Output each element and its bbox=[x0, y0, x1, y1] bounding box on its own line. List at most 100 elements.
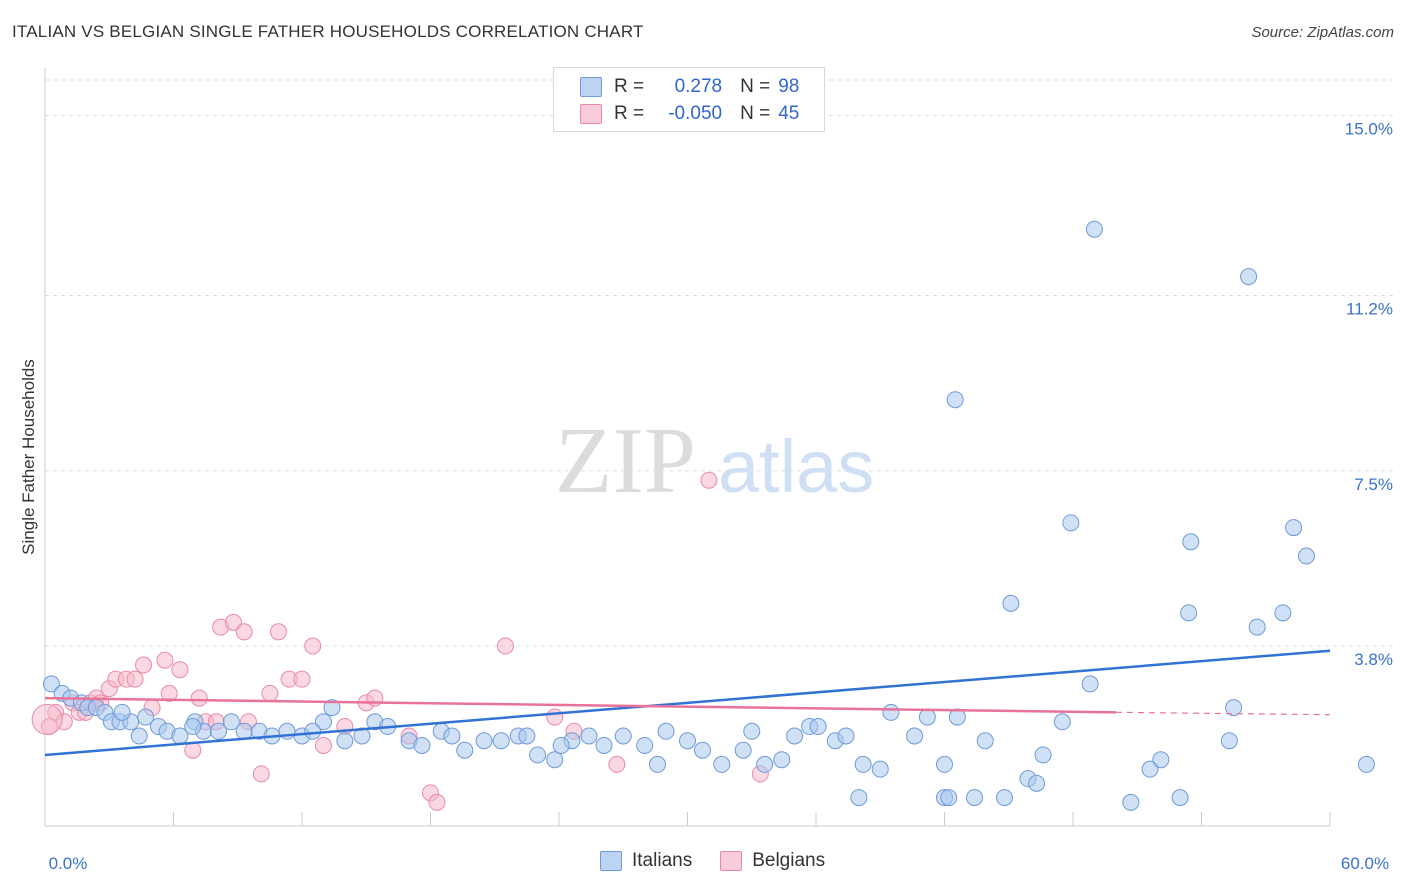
y-tick-label: 3.8% bbox=[1354, 650, 1393, 669]
belgian-point bbox=[293, 670, 311, 688]
y-tick-label: 7.5% bbox=[1354, 475, 1393, 494]
chart-title: ITALIAN VS BELGIAN SINGLE FATHER HOUSEHO… bbox=[12, 22, 644, 41]
legend-r-value: 0.278 bbox=[674, 76, 723, 97]
belgians-trend-line bbox=[44, 696, 1116, 714]
italian-point bbox=[1357, 755, 1375, 773]
belgian-point bbox=[304, 637, 322, 655]
italian-point bbox=[580, 727, 598, 745]
belgian-point bbox=[156, 651, 174, 669]
italian-point bbox=[1220, 732, 1238, 750]
legend-n-label: N = bbox=[740, 103, 771, 124]
italians-legend-label: Italians bbox=[632, 850, 693, 871]
italian-point bbox=[529, 746, 547, 764]
italian-point bbox=[314, 713, 332, 731]
italian-point bbox=[222, 713, 240, 731]
italian-point bbox=[1297, 547, 1315, 565]
belgian-point bbox=[252, 765, 270, 783]
belgian-point bbox=[224, 613, 242, 631]
italian-point bbox=[636, 736, 654, 754]
source-label: Source: ZipAtlas.com bbox=[1251, 24, 1394, 41]
belgian-point bbox=[546, 708, 564, 726]
italian-point bbox=[946, 391, 964, 409]
italian-point bbox=[1002, 594, 1020, 612]
watermark-zip: ZIP bbox=[555, 409, 696, 513]
italian-point bbox=[756, 755, 774, 773]
legend-r-label: R = bbox=[614, 76, 645, 97]
belgians-legend-label: Belgians bbox=[752, 850, 826, 871]
italian-point bbox=[209, 722, 227, 740]
x-tick-label-min: 0.0% bbox=[49, 854, 88, 873]
italian-point bbox=[323, 699, 341, 717]
belgian-point bbox=[31, 703, 63, 735]
legend-row-belgians: R = -0.050 N = 45 bbox=[580, 102, 799, 126]
legend-n-value: 45 bbox=[778, 103, 800, 124]
belgians-trend-extension bbox=[1115, 711, 1331, 716]
belgians-legend-swatch bbox=[720, 851, 743, 871]
belgian-point bbox=[496, 637, 514, 655]
italian-point bbox=[679, 732, 696, 750]
italian-point bbox=[1248, 618, 1266, 636]
italian-point bbox=[693, 741, 711, 759]
belgian-point bbox=[190, 689, 208, 707]
italians-points bbox=[42, 220, 1375, 811]
italian-point bbox=[1141, 760, 1159, 778]
watermark: ZIP atlas bbox=[555, 409, 874, 513]
italian-point bbox=[976, 732, 994, 750]
belgian-point bbox=[314, 736, 332, 754]
belgian-point bbox=[126, 670, 144, 688]
italian-point bbox=[1152, 751, 1170, 769]
italian-point bbox=[518, 727, 536, 745]
italian-point bbox=[1182, 533, 1200, 551]
italian-point bbox=[1122, 793, 1140, 811]
belgian-point bbox=[135, 656, 153, 674]
italian-point bbox=[304, 722, 322, 740]
axes bbox=[44, 68, 1331, 827]
italian-point bbox=[413, 736, 431, 754]
italian-point bbox=[492, 732, 510, 750]
italian-point bbox=[882, 703, 900, 721]
italian-point bbox=[1085, 220, 1103, 238]
italian-point bbox=[1285, 519, 1303, 537]
italian-point bbox=[336, 732, 354, 750]
italian-point bbox=[475, 732, 493, 750]
italian-point bbox=[743, 722, 761, 740]
tick-labels: 3.8% 7.5% 11.2% 15.0% 0.0% 60.0% bbox=[49, 120, 1393, 873]
italian-point bbox=[130, 727, 148, 745]
belgian-point bbox=[269, 623, 287, 641]
belgian-point bbox=[700, 471, 718, 489]
italian-point bbox=[786, 727, 804, 745]
italian-point bbox=[552, 736, 570, 754]
legend-row-italians: R = 0.278 N = 98 bbox=[580, 75, 799, 99]
legend-n-label: N = bbox=[740, 76, 771, 97]
italian-point bbox=[734, 741, 752, 759]
legend-r-value: -0.050 bbox=[668, 103, 723, 124]
italians-legend-swatch bbox=[600, 851, 622, 871]
italian-point bbox=[1225, 699, 1243, 717]
belgian-point bbox=[235, 623, 253, 641]
italian-point bbox=[42, 675, 60, 693]
italian-point bbox=[649, 755, 667, 773]
italian-point bbox=[1171, 789, 1189, 807]
italian-point bbox=[1053, 713, 1071, 731]
italian-point bbox=[773, 751, 791, 769]
italian-point bbox=[443, 727, 461, 745]
belgian-point bbox=[428, 793, 446, 811]
italian-point bbox=[809, 718, 827, 736]
italian-point bbox=[906, 727, 924, 745]
italian-point bbox=[1081, 675, 1099, 693]
watermark-atlas: atlas bbox=[718, 425, 874, 508]
y-tick-label: 15.0% bbox=[1345, 120, 1393, 139]
italian-point bbox=[235, 722, 253, 740]
italian-point bbox=[184, 718, 202, 736]
italian-point bbox=[1180, 604, 1198, 622]
belgian-point bbox=[608, 755, 626, 773]
italian-point bbox=[936, 755, 953, 773]
stats-legend: R = 0.278 N = 98 R = -0.050 N = 45 bbox=[553, 67, 825, 132]
x-tick-label-max: 60.0% bbox=[1341, 854, 1389, 873]
italian-point bbox=[918, 708, 936, 726]
italian-point bbox=[113, 703, 131, 721]
belgians-swatch bbox=[580, 104, 602, 124]
italian-point bbox=[1062, 514, 1080, 532]
legend-item-italians: Italians bbox=[600, 850, 692, 872]
